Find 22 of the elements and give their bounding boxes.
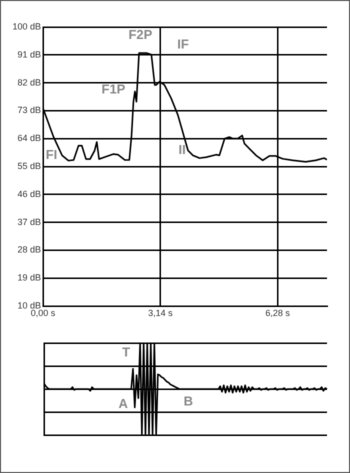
y-tick-label: 64 dB	[17, 133, 41, 144]
y-tick-label: 28 dB	[17, 244, 41, 255]
y-tick-label: 55 dB	[17, 160, 41, 171]
y-tick-label: 82 dB	[17, 77, 41, 88]
x-tick-label: 6,28 s	[265, 308, 290, 318]
annotation: IF	[177, 36, 189, 52]
y-tick-label: 37 dB	[17, 216, 41, 227]
y-tick-label: 19 dB	[17, 272, 41, 283]
annotation: B	[184, 393, 194, 408]
y-tick-label: 91 dB	[17, 49, 41, 60]
annotation: T	[122, 344, 130, 360]
y-tick-label: 73 dB	[17, 105, 41, 116]
annotation: F2P	[128, 26, 153, 42]
annotation: A	[118, 396, 129, 412]
annotation: FI	[46, 146, 58, 162]
y-tick-label: 10 dB	[17, 300, 41, 310]
x-tick-label: 3,14 s	[148, 308, 174, 318]
x-tick-label: 0,00 s	[30, 308, 56, 318]
y-tick-label: 46 dB	[17, 188, 41, 199]
annotation: F1P	[102, 81, 126, 96]
annotation: II	[178, 142, 186, 158]
y-tick-label: 100 dB	[12, 21, 41, 32]
